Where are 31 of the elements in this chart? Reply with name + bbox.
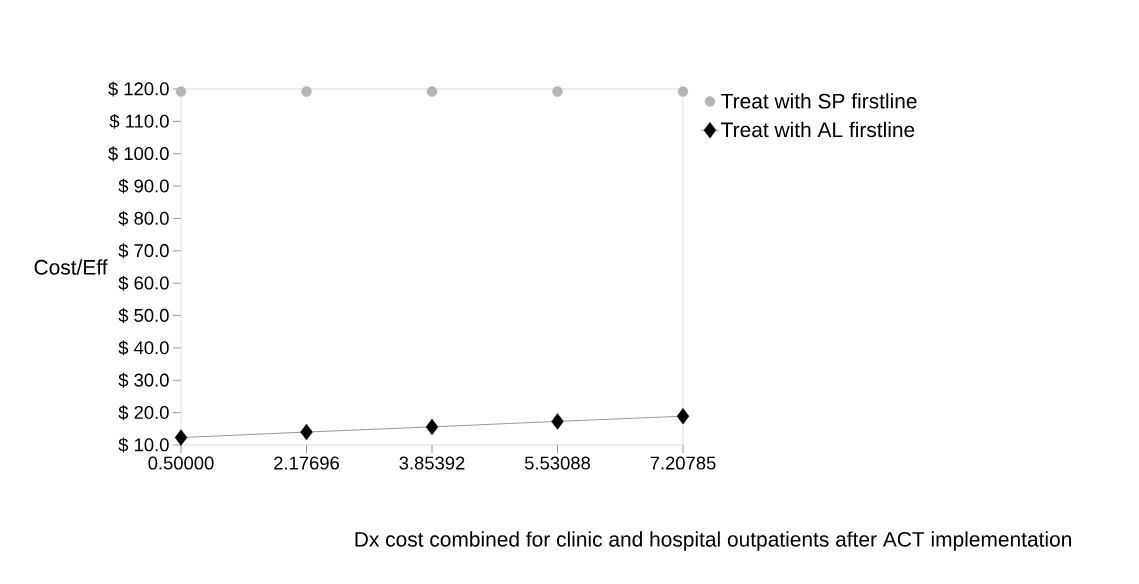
legend-label: Treat with AL firstline — [721, 121, 915, 138]
x-tick-label: 2.17696 — [274, 456, 339, 470]
point — [175, 86, 187, 97]
y-tick-label: $ 10.0 — [118, 437, 169, 453]
point — [300, 423, 313, 441]
y-tick-label: $ 50.0 — [118, 308, 169, 324]
y-tick-label: $ 110.0 — [109, 113, 169, 129]
y-tick-label: $ 70.0 — [118, 243, 169, 259]
y-tick-label: $ 30.0 — [118, 372, 169, 388]
x-tick-label: 7.20785 — [650, 456, 716, 470]
x-tick-label: 0.50000 — [148, 456, 214, 470]
point — [552, 86, 563, 97]
x-tick-label: 3.85392 — [399, 456, 465, 470]
point — [426, 86, 438, 97]
point — [301, 86, 312, 97]
x-axis-title: Dx cost combined for clinic and hospital outpatients after ACT implementation — [355, 531, 1071, 551]
x-tick-label: 5.53088 — [524, 456, 590, 470]
point — [174, 429, 188, 446]
y-tick-label: $ 80.0 — [118, 210, 169, 226]
y-tick-label: $ 90.0 — [118, 178, 169, 194]
y-tick-label: $ 60.0 — [118, 275, 169, 291]
y-axis-title: Cost/Eff — [34, 259, 108, 275]
y-tick-label: $ 120.0 — [108, 81, 169, 97]
y-tick-label: $ 20.0 — [118, 405, 169, 421]
point — [551, 413, 564, 430]
point — [425, 418, 439, 436]
y-tick-label: $ 100.0 — [108, 146, 169, 162]
y-tick-label: $ 40.0 — [118, 340, 169, 356]
point — [676, 408, 690, 425]
point — [677, 86, 689, 97]
legend-label: Treat with SP firstline — [721, 93, 917, 109]
